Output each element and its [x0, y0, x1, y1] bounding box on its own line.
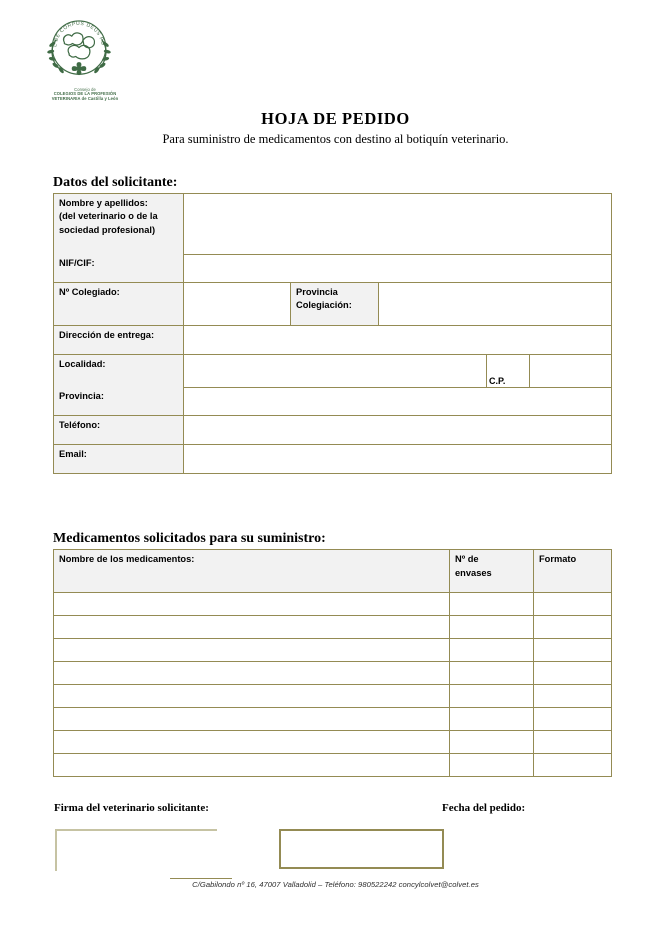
page-title: HOJA DE PEDIDO — [261, 109, 410, 128]
table-row — [53, 684, 612, 708]
medicine-name-cell[interactable] — [53, 684, 450, 708]
email-label: Email: — [53, 444, 184, 474]
medicine-packages-cell[interactable] — [449, 730, 534, 754]
medicine-format-cell[interactable] — [533, 753, 612, 777]
medicine-name-cell[interactable] — [53, 638, 450, 662]
form-row-collegiate: Nº Colegiado: Provincia Colegiación: — [53, 282, 613, 326]
medicine-name-cell[interactable] — [53, 592, 450, 616]
form-row-phone: Teléfono: — [53, 415, 613, 445]
postal-code-label: C.P. — [486, 354, 530, 388]
medicine-name-cell[interactable] — [53, 730, 450, 754]
medicine-name-cell[interactable] — [53, 615, 450, 639]
medicines-header-format: Formato — [533, 549, 612, 593]
footer-divider — [170, 878, 232, 879]
medicines-header-packages: Nº de envases — [449, 549, 534, 593]
medicines-header-name: Nombre de los medicamentos: — [53, 549, 450, 593]
logo-caption-line1: Consejo de — [74, 87, 96, 92]
medicine-packages-cell[interactable] — [449, 638, 534, 662]
medicine-format-cell[interactable] — [533, 661, 612, 685]
signature-label: Firma del veterinario solicitante: — [54, 802, 209, 814]
name-label: Nombre y apellidos: (del veterinario o d… — [53, 193, 184, 254]
medicines-table: Nombre de los medicamentos: Nº de envase… — [53, 549, 612, 777]
organization-logo: NIHIL DE CORPUS DEUS POPULI — [30, 12, 140, 108]
name-input[interactable] — [182, 193, 613, 255]
svg-text:NIHIL DE CORPUS DEUS POPULI: NIHIL DE CORPUS DEUS POPULI — [38, 12, 106, 47]
medicine-name-cell[interactable] — [53, 753, 450, 777]
form-row-email: Email: — [53, 444, 613, 474]
province-label: Provincia: — [53, 387, 184, 416]
medicine-packages-cell[interactable] — [449, 592, 534, 616]
medicine-packages-cell[interactable] — [449, 615, 534, 639]
table-row — [53, 730, 612, 754]
form-row-address: Dirección de entrega: — [53, 325, 613, 355]
page-subtitle: Para suministro de medicamentos con dest… — [162, 132, 509, 146]
delivery-address-label: Dirección de entrega: — [53, 325, 184, 355]
form-row-name: Nombre y apellidos: (del veterinario o d… — [53, 193, 613, 255]
medicine-packages-cell[interactable] — [449, 753, 534, 777]
medicine-name-cell[interactable] — [53, 661, 450, 685]
medicine-name-cell[interactable] — [53, 707, 450, 731]
date-box[interactable] — [279, 829, 444, 869]
medicines-rows — [53, 592, 612, 777]
phone-label: Teléfono: — [53, 415, 184, 445]
medicine-format-cell[interactable] — [533, 707, 612, 731]
nif-input[interactable] — [182, 253, 613, 283]
logo-caption-line2: COLEGIOS DE LA PROFESIÓN — [53, 91, 117, 97]
medicine-packages-cell[interactable] — [449, 661, 534, 685]
form-row-province: Provincia: — [53, 386, 613, 416]
date-label: Fecha del pedido: — [442, 802, 526, 814]
collegiate-number-input[interactable] — [183, 282, 291, 326]
applicant-section-heading: Datos del solicitante: — [53, 175, 178, 190]
postal-code-input[interactable] — [528, 354, 613, 388]
veterinary-council-seal-icon: NIHIL DE CORPUS DEUS POPULI — [38, 12, 111, 76]
medicine-packages-cell[interactable] — [449, 684, 534, 708]
logo-caption: Consejo de COLEGIOS DE LA PROFESIÓN VETE… — [30, 87, 140, 101]
signature-box[interactable] — [55, 829, 217, 871]
footer-contact-text: C/Gabilondo nº 16, 47007 Valladolid – Te… — [192, 880, 479, 889]
table-row — [53, 638, 612, 662]
medicines-header-row: Nombre de los medicamentos: Nº de envase… — [53, 549, 612, 593]
medicines-section-heading: Medicamentos solicitados para su suminis… — [53, 531, 326, 546]
table-row — [53, 592, 612, 616]
delivery-address-input[interactable] — [182, 325, 613, 355]
nif-label: NIF/CIF: — [53, 254, 184, 283]
form-row-locality: Localidad: C.P. — [53, 354, 613, 388]
form-row-nif: NIF/CIF: — [53, 253, 613, 283]
logo-caption-line3: VETERINARIA de Castilla y León — [51, 95, 119, 101]
email-input[interactable] — [182, 444, 613, 474]
collegiate-number-label: Nº Colegiado: — [53, 282, 184, 326]
medicine-format-cell[interactable] — [533, 684, 612, 708]
table-row — [53, 661, 612, 685]
medicine-format-cell[interactable] — [533, 638, 612, 662]
medicine-packages-cell[interactable] — [449, 707, 534, 731]
table-row — [53, 753, 612, 777]
medicine-format-cell[interactable] — [533, 592, 612, 616]
province-input[interactable] — [182, 386, 613, 416]
locality-label: Localidad: — [53, 354, 184, 387]
table-row — [53, 615, 612, 639]
medicine-format-cell[interactable] — [533, 730, 612, 754]
medicine-format-cell[interactable] — [533, 615, 612, 639]
applicant-form-table: Nombre y apellidos: (del veterinario o d… — [53, 193, 613, 474]
province-collegiate-input[interactable] — [377, 282, 613, 326]
phone-input[interactable] — [182, 415, 613, 445]
table-row — [53, 707, 612, 731]
province-collegiate-label: Provincia Colegiación: — [290, 282, 379, 326]
locality-input[interactable] — [183, 354, 487, 388]
